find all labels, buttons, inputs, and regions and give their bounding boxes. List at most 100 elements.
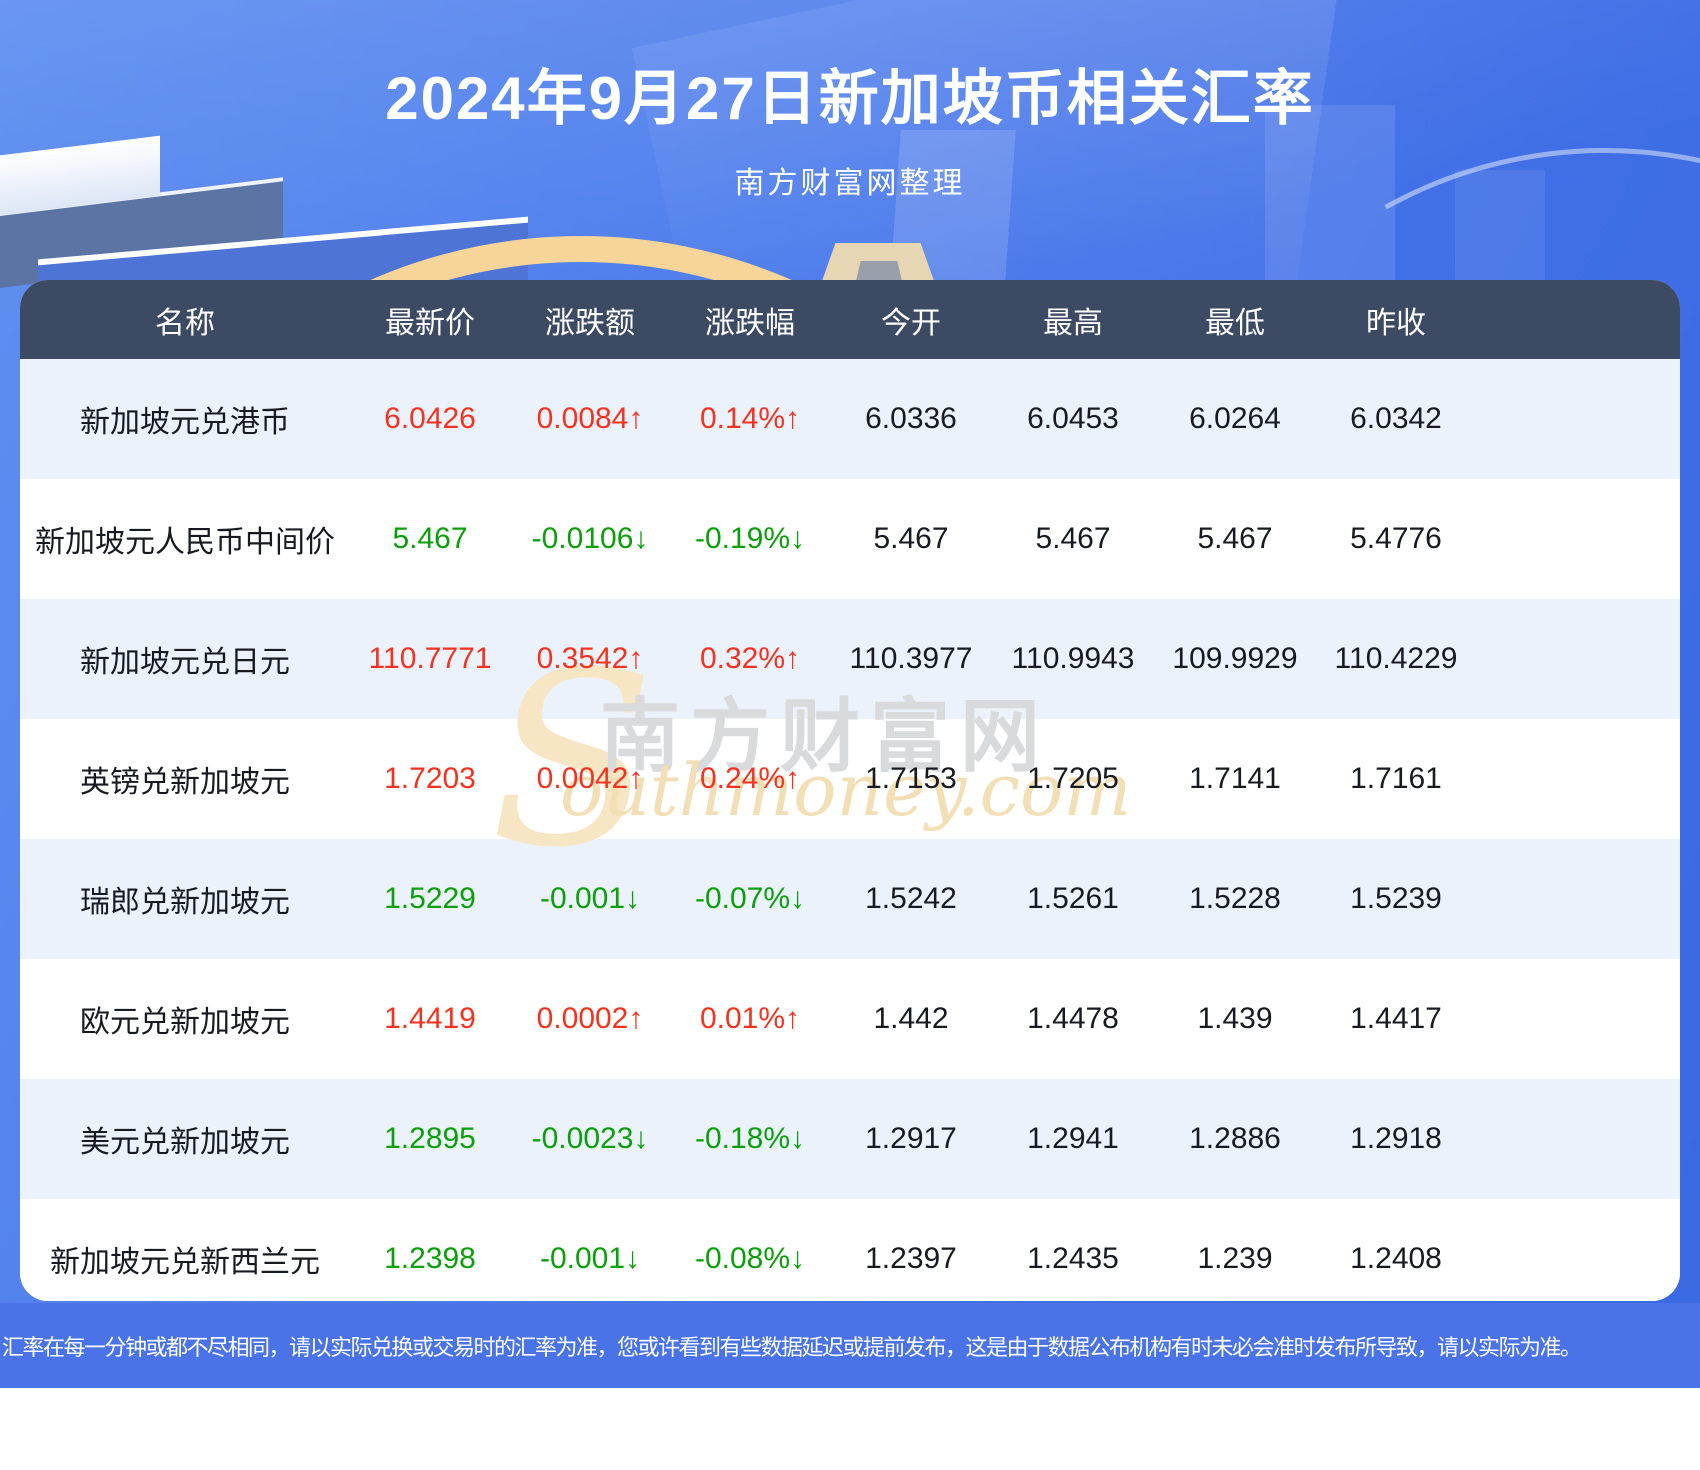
- prev_close-cell: 110.4229: [1334, 642, 1458, 675]
- column-header-prev_close: 昨收: [1316, 280, 1476, 359]
- open-cell: 5.467: [873, 522, 949, 555]
- prev_close-cell: 1.2918: [1350, 1122, 1442, 1155]
- pair-name-cell: 欧元兑新加坡元: [80, 1006, 290, 1039]
- change_pct-cell: 0.24%↑: [699, 762, 801, 795]
- change_pct-cell: 0.14%↑: [699, 402, 801, 435]
- high-cell: 5.467: [1035, 522, 1111, 555]
- low-cell: 1.7141: [1189, 762, 1281, 795]
- column-header-name: 名称: [20, 280, 350, 359]
- high-cell: 110.9943: [1011, 642, 1135, 675]
- page-subtitle: 南方财富网整理: [734, 167, 966, 200]
- open-cell: 110.3977: [849, 642, 973, 675]
- prev_close-cell: 1.5239: [1350, 882, 1442, 915]
- last-cell: 1.4419: [384, 1002, 476, 1035]
- rates-table-card: 名称 最新价 涨跌额 涨跌幅 今开 最高 最低 昨收 新加坡元兑港币 6.0426 0.0084↑…: [20, 280, 1680, 1301]
- last-cell: 1.5229: [384, 882, 476, 915]
- change-cell: 0.0002↑: [536, 1002, 644, 1035]
- change-cell: 0.0084↑: [536, 402, 644, 435]
- change_pct-cell: -0.07%↓: [694, 882, 806, 915]
- column-header-change: 涨跌额: [510, 280, 670, 359]
- pair-name-cell: 新加坡元兑港币: [80, 406, 290, 439]
- prev_close-cell: 6.0342: [1350, 402, 1442, 435]
- low-cell: 1.439: [1197, 1002, 1273, 1035]
- pair-name-cell: 新加坡元兑新西兰元: [50, 1246, 320, 1279]
- prev_close-cell: 1.7161: [1350, 762, 1442, 795]
- change_pct-cell: -0.08%↓: [694, 1242, 806, 1275]
- table-row: 新加坡元兑新西兰元 1.2398 -0.001↓ -0.08%↓ 1.2397 1.243…: [20, 1199, 1680, 1301]
- change-cell: -0.001↓: [539, 1242, 641, 1275]
- open-cell: 6.0336: [865, 402, 957, 435]
- pair-name-cell: 新加坡元兑日元: [80, 646, 290, 679]
- table-row: 新加坡元兑日元 110.7771 0.3542↑ 0.32%↑ 110.3977 110.…: [20, 599, 1680, 719]
- low-cell: 1.239: [1197, 1242, 1273, 1275]
- row-filler: [1476, 359, 1680, 479]
- low-cell: 6.0264: [1189, 402, 1281, 435]
- change_pct-cell: 0.01%↑: [699, 1002, 801, 1035]
- last-cell: 6.0426: [384, 402, 476, 435]
- row-filler: [1476, 959, 1680, 1079]
- open-cell: 1.442: [873, 1002, 949, 1035]
- open-cell: 1.5242: [865, 882, 957, 915]
- row-filler: [1476, 839, 1680, 959]
- pair-name-cell: 瑞郎兑新加坡元: [80, 886, 290, 919]
- high-cell: 1.4478: [1027, 1002, 1119, 1035]
- change_pct-cell: -0.19%↓: [694, 522, 806, 555]
- last-cell: 5.467: [392, 522, 468, 555]
- table-row: 美元兑新加坡元 1.2895 -0.0023↓ -0.18%↓ 1.2917 1.2941…: [20, 1079, 1680, 1199]
- prev_close-cell: 1.2408: [1350, 1242, 1442, 1275]
- row-filler: [1476, 1199, 1680, 1301]
- column-header-change_pct: 涨跌幅: [670, 280, 830, 359]
- row-filler: [1476, 479, 1680, 599]
- column-header-open: 今开: [830, 280, 992, 359]
- open-cell: 1.2917: [865, 1122, 957, 1155]
- row-filler: [1476, 719, 1680, 839]
- footer-note-text: 汇率在每一分钟或都不尽相同，请以实际兑换或交易时的汇率为准，您或许看到有些数据延…: [2, 1334, 1582, 1360]
- row-filler: [1476, 599, 1680, 719]
- column-header-low: 最低: [1154, 280, 1316, 359]
- prev_close-cell: 5.4776: [1350, 522, 1442, 555]
- open-cell: 1.2397: [865, 1242, 957, 1275]
- row-filler: [1476, 1079, 1680, 1199]
- low-cell: 5.467: [1197, 522, 1273, 555]
- page-title: 2024年9月27日新加坡币相关汇率: [385, 65, 1315, 132]
- change-cell: -0.001↓: [539, 882, 641, 915]
- low-cell: 109.9929: [1172, 642, 1298, 675]
- table-row: 英镑兑新加坡元 1.7203 0.0042↑ 0.24%↑ 1.7153 1.7205 1.…: [20, 719, 1680, 839]
- table-row: 欧元兑新加坡元 1.4419 0.0002↑ 0.01%↑ 1.442 1.4478 1.4…: [20, 959, 1680, 1079]
- high-cell: 1.2435: [1027, 1242, 1119, 1275]
- table-header-row: 名称 最新价 涨跌额 涨跌幅 今开 最高 最低 昨收: [20, 280, 1680, 359]
- glass-panel-decoration: [1265, 105, 1395, 295]
- column-header-high: 最高: [992, 280, 1154, 359]
- prev_close-cell: 1.4417: [1350, 1002, 1442, 1035]
- podium-inner-decoration: [856, 261, 902, 281]
- low-cell: 1.5228: [1189, 882, 1281, 915]
- table-row: 新加坡元人民币中间价 5.467 -0.0106↓ -0.19%↓ 5.467 5.467…: [20, 479, 1680, 599]
- high-cell: 1.2941: [1027, 1122, 1119, 1155]
- column-header-last: 最新价: [350, 280, 510, 359]
- column-header-filler: [1476, 280, 1680, 359]
- pair-name-cell: 新加坡元人民币中间价: [35, 526, 335, 559]
- rates-table: 名称 最新价 涨跌额 涨跌幅 今开 最高 最低 昨收 新加坡元兑港币 6.0426 0.0084↑…: [20, 280, 1680, 1301]
- last-cell: 1.2398: [384, 1242, 476, 1275]
- podium-decoration: [822, 243, 934, 281]
- last-cell: 1.7203: [384, 762, 476, 795]
- pair-name-cell: 美元兑新加坡元: [80, 1126, 290, 1159]
- last-cell: 1.2895: [384, 1122, 476, 1155]
- glass-panel-decoration: [1455, 170, 1545, 295]
- change_pct-cell: -0.18%↓: [694, 1122, 806, 1155]
- last-cell: 110.7771: [368, 642, 492, 675]
- low-cell: 1.2886: [1189, 1122, 1281, 1155]
- change-cell: 0.3542↑: [536, 642, 644, 675]
- high-cell: 1.7205: [1027, 762, 1119, 795]
- high-cell: 1.5261: [1027, 882, 1119, 915]
- change-cell: 0.0042↑: [536, 762, 644, 795]
- open-cell: 1.7153: [865, 762, 957, 795]
- table-row: 瑞郎兑新加坡元 1.5229 -0.001↓ -0.07%↓ 1.5242 1.5261 1…: [20, 839, 1680, 959]
- high-cell: 6.0453: [1027, 402, 1119, 435]
- change_pct-cell: 0.32%↑: [699, 642, 801, 675]
- pair-name-cell: 英镑兑新加坡元: [80, 766, 290, 799]
- change-cell: -0.0023↓: [531, 1122, 649, 1155]
- table-row: 新加坡元兑港币 6.0426 0.0084↑ 0.14%↑ 6.0336 6.0453 6.…: [20, 359, 1680, 479]
- change-cell: -0.0106↓: [531, 522, 649, 555]
